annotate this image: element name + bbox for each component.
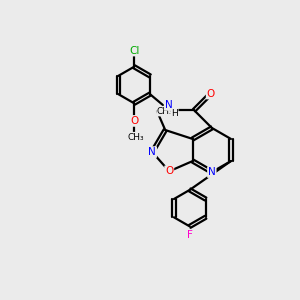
Text: H: H: [171, 109, 178, 118]
Text: O: O: [207, 88, 215, 99]
Text: N: N: [148, 147, 156, 157]
Text: Cl: Cl: [129, 46, 139, 56]
Text: CH₃: CH₃: [127, 133, 144, 142]
Text: F: F: [187, 230, 193, 240]
Text: O: O: [130, 116, 138, 126]
Text: N: N: [208, 167, 216, 177]
Text: CH₃: CH₃: [157, 106, 174, 116]
Text: N: N: [165, 100, 172, 110]
Text: O: O: [165, 166, 173, 176]
